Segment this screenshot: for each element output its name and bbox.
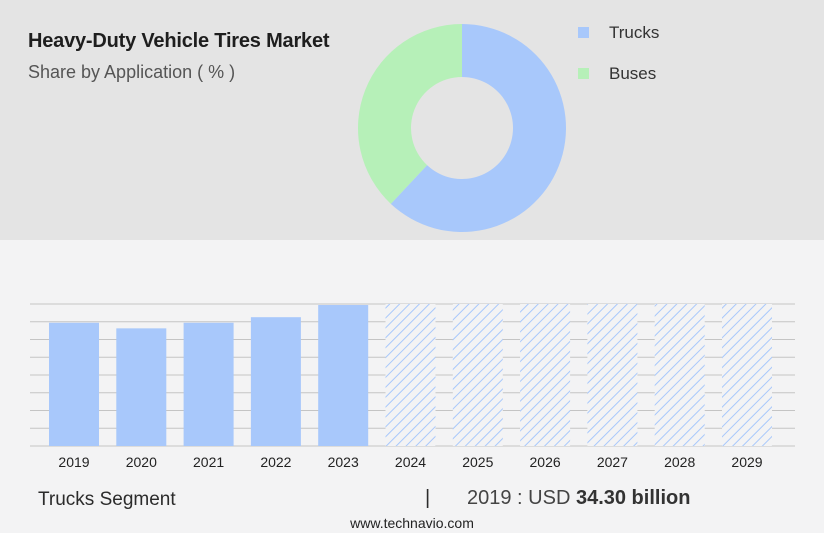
donut-slice-trucks <box>390 24 566 232</box>
x-tick-label: 2020 <box>126 454 157 470</box>
chart-subtitle: Share by Application ( % ) <box>28 62 236 82</box>
forecast-bar-2025 <box>452 304 503 446</box>
segment-label: Trucks Segment <box>38 489 176 510</box>
forecast-bar-2024 <box>385 304 436 446</box>
bar-2019 <box>49 322 99 446</box>
donut-chart <box>358 24 566 232</box>
chart-title: Heavy-Duty Vehicle Tires Market <box>28 30 330 52</box>
bar-2022 <box>250 317 301 446</box>
x-tick-label: 2028 <box>664 454 695 470</box>
legend-swatch-trucks <box>578 27 589 38</box>
x-tick-label: 2022 <box>260 454 291 470</box>
donut-slice-buses <box>358 24 462 204</box>
forecast-bar-2028 <box>654 304 705 446</box>
legend-label-buses: Buses <box>609 63 657 83</box>
x-tick-label: 2025 <box>462 454 493 470</box>
legend-label-trucks: Trucks <box>609 22 660 42</box>
x-tick-label: 2024 <box>395 454 426 470</box>
x-tick-label: 2026 <box>530 454 561 470</box>
segment-amount: 34.30 billion <box>575 487 691 509</box>
website-link[interactable]: www.technavio.com <box>350 515 474 531</box>
forecast-bar-2026 <box>520 304 571 446</box>
segment-value: 2019 : USD 34.30 billion <box>467 487 690 510</box>
x-tick-label: 2027 <box>597 454 628 470</box>
bar-2021 <box>183 322 234 446</box>
x-tick-label: 2029 <box>731 454 762 470</box>
x-tick-label: 2019 <box>58 454 89 470</box>
chart-legend: Trucks Buses <box>578 12 659 94</box>
legend-swatch-buses <box>578 68 589 79</box>
segment-year-label: 2019 : USD <box>467 487 571 509</box>
legend-item-buses[interactable]: Buses <box>578 53 659 94</box>
bar-2023 <box>318 305 369 446</box>
forecast-bar-2027 <box>587 304 638 446</box>
x-tick-label: 2023 <box>328 454 359 470</box>
legend-item-trucks[interactable]: Trucks <box>578 12 659 53</box>
footer-separator: | <box>425 487 431 509</box>
x-tick-label: 2021 <box>193 454 224 470</box>
forecast-bar-2029 <box>722 304 772 446</box>
bar-2020 <box>116 328 167 446</box>
